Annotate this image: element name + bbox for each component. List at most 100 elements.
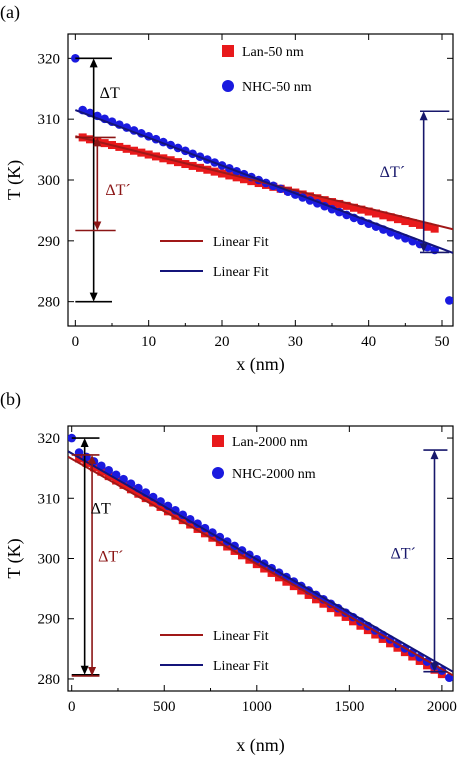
data-point-lan — [312, 595, 321, 604]
data-point-lan — [186, 520, 195, 529]
delta-label: ΔT´ — [390, 546, 415, 563]
data-point-lan — [379, 211, 388, 220]
legend-label: Lan-2000 nm — [232, 435, 308, 450]
data-point-lan — [313, 194, 322, 203]
data-point-lan — [357, 205, 366, 214]
legend-square-icon — [222, 45, 234, 57]
data-point-lan — [149, 498, 158, 507]
data-point-lan — [416, 220, 424, 229]
data-point-nhc-end — [444, 673, 453, 683]
x-tick-label: 0 — [68, 699, 76, 715]
legend-circle-icon — [222, 80, 234, 92]
legend-label: NHC-2000 nm — [232, 467, 316, 482]
arrowhead-down-icon — [89, 292, 98, 302]
data-point-lan — [320, 196, 329, 205]
data-point-lan — [430, 224, 439, 233]
data-point-lan — [141, 494, 150, 503]
data-point-lan — [134, 489, 143, 498]
x-axis-label: x (nm) — [236, 354, 285, 375]
delta-label: ΔT´ — [380, 164, 405, 181]
data-point-lan — [112, 476, 121, 485]
data-point-lan — [163, 507, 172, 516]
x-tick-label: 2000 — [427, 699, 457, 715]
arrowhead-down-icon — [80, 665, 89, 675]
data-point-lan — [297, 586, 306, 595]
data-point-lan — [334, 608, 343, 617]
data-point-lan — [126, 485, 135, 494]
data-point-lan — [156, 502, 165, 511]
arrowhead-up-icon — [88, 454, 97, 464]
legend-label: Linear Fit — [213, 265, 269, 280]
legend-label: Linear Fit — [213, 659, 269, 674]
data-point-lan — [394, 215, 402, 224]
chart-panel-a: (a) 0 10 20 30 40 50 280 290 300 310 320 x (nm) T (K)… — [0, 2, 454, 375]
x-tick-label: 500 — [153, 699, 176, 715]
x-axis-label: x (nm) — [236, 735, 285, 756]
arrowhead-down-icon — [88, 666, 97, 676]
y-tick-label: 320 — [38, 51, 61, 67]
x-tick-label: 50 — [435, 334, 450, 350]
y-axis-label: T (K) — [4, 538, 25, 578]
data-point-lan — [119, 480, 128, 489]
data-point-lan — [335, 199, 344, 208]
legend-square-icon — [212, 435, 224, 447]
data-point-lan — [218, 169, 226, 178]
delta-label: ΔT´ — [98, 549, 123, 566]
data-point-lan — [350, 203, 358, 212]
y-tick-label: 280 — [38, 295, 61, 311]
y-tick-label: 300 — [38, 173, 61, 189]
data-point-lan — [401, 217, 410, 226]
arrowhead-down-icon — [93, 221, 102, 231]
arrowhead-down-icon — [419, 243, 428, 253]
legend-circle-icon — [212, 467, 224, 479]
data-point-lan — [372, 209, 380, 218]
data-point-lan — [232, 173, 241, 182]
data-point-lan — [423, 222, 432, 231]
y-tick-label: 280 — [38, 672, 61, 688]
x-tick-label: 30 — [288, 334, 303, 350]
data-point-nhc-end — [445, 296, 453, 305]
y-tick-label: 300 — [38, 552, 61, 568]
panel-label: (b) — [0, 389, 21, 410]
data-point-lan — [89, 463, 98, 472]
x-tick-label: 10 — [141, 334, 156, 350]
data-point-lan — [193, 524, 202, 533]
fit-line — [74, 109, 453, 254]
fit-line — [75, 135, 453, 231]
y-tick-label: 320 — [38, 431, 61, 447]
delta-label: ΔT´ — [105, 182, 130, 199]
legend-label: NHC-50 nm — [242, 80, 312, 95]
arrowhead-up-icon — [419, 111, 428, 121]
fit-line — [68, 455, 453, 677]
data-point-lan — [364, 207, 373, 216]
data-point-lan — [304, 590, 313, 599]
legend-label: Lan-50 nm — [242, 45, 304, 60]
chart-panel-b: (b) 0 500 1000 1500 2000 280 290 300 310 320 x (nm)… — [0, 389, 457, 756]
data-area — [71, 54, 453, 305]
y-axis-label: T (K) — [4, 160, 25, 200]
arrowhead-up-icon — [80, 438, 89, 448]
data-point-lan — [225, 171, 234, 180]
delta-label: ΔT — [100, 85, 120, 102]
x-tick-label: 1000 — [242, 699, 272, 715]
x-tick-label: 0 — [72, 334, 80, 350]
data-point-lan — [200, 529, 209, 538]
data-point-nhc-end — [71, 54, 80, 63]
data-point-lan — [342, 201, 351, 210]
arrowhead-up-icon — [93, 137, 102, 147]
data-point-lan — [97, 467, 106, 476]
x-tick-label: 20 — [215, 334, 230, 350]
data-point-lan — [171, 511, 180, 520]
y-tick-label: 290 — [38, 612, 61, 628]
x-tick-label: 40 — [361, 334, 376, 350]
data-point-lan — [104, 472, 113, 481]
data-point-lan — [328, 198, 336, 207]
arrowhead-up-icon — [430, 450, 439, 460]
y-tick-label: 310 — [38, 491, 61, 507]
panel-label: (a) — [0, 2, 20, 23]
arrowhead-up-icon — [89, 58, 98, 68]
legend-label: Linear Fit — [213, 235, 269, 250]
data-point-lan — [289, 582, 298, 591]
data-point-lan — [319, 599, 328, 608]
